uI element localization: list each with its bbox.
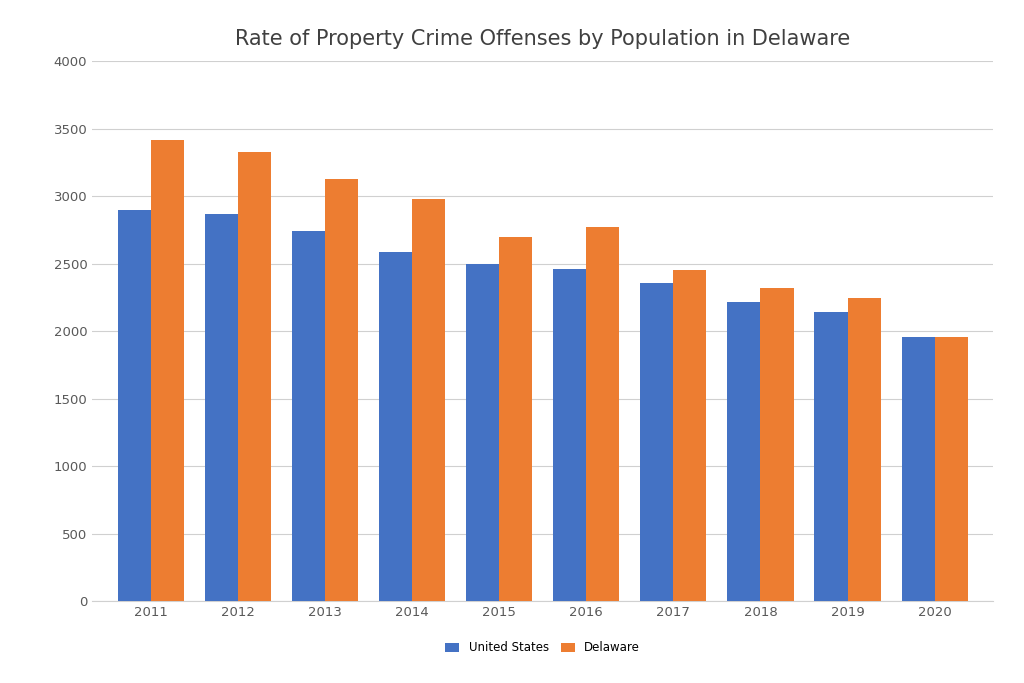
Bar [205, 214, 238, 601]
Bar [640, 283, 674, 601]
Bar [466, 264, 499, 601]
Bar [901, 337, 935, 601]
Bar [553, 269, 587, 601]
Legend: United States, Delaware: United States, Delaware [445, 641, 640, 654]
Bar [499, 237, 532, 601]
Bar [674, 270, 707, 601]
Bar [151, 140, 184, 601]
Bar [292, 232, 325, 601]
Bar [325, 179, 358, 601]
Title: Rate of Property Crime Offenses by Population in Delaware: Rate of Property Crime Offenses by Popul… [236, 29, 850, 48]
Bar [761, 288, 794, 601]
Bar [814, 312, 848, 601]
Bar [379, 251, 412, 601]
Bar [935, 337, 968, 601]
Bar [238, 152, 271, 601]
Bar [118, 210, 151, 601]
Bar [848, 298, 881, 601]
Bar [412, 199, 445, 601]
Bar [587, 227, 620, 601]
Bar [727, 302, 761, 601]
